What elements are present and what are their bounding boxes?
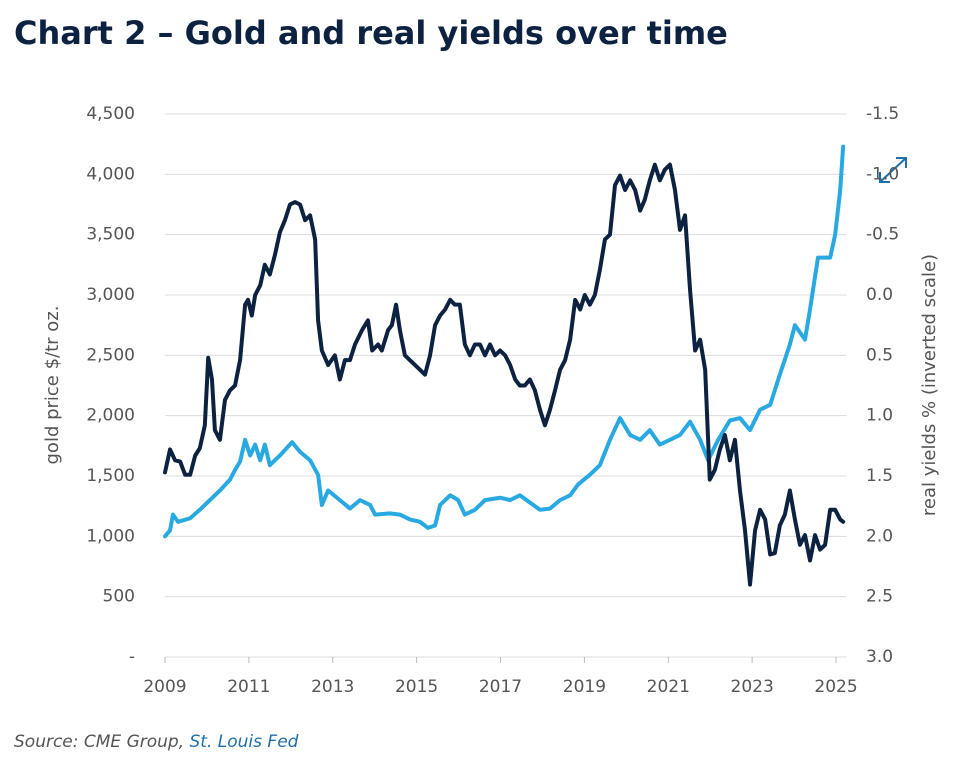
y-tick-label: 4,000 [86,164,135,184]
x-tick-label: 2023 [731,677,774,697]
x-tick-label: 2021 [647,677,690,697]
y2-tick-label: 3.0 [866,647,893,667]
y-tick-label: 1,000 [86,526,135,546]
y2-tick-label: 2.0 [866,526,893,546]
y2-tick-label: 0.5 [866,345,893,365]
y2-tick-label: 1.5 [866,466,893,486]
x-tick-label: 2017 [479,677,522,697]
x-tick-label: 2019 [563,677,606,697]
grid [165,113,847,658]
y2-tick-label: -0.5 [866,225,899,245]
x-tick-label: 2015 [395,677,438,697]
y-tick-label: - [129,647,135,667]
y-tick-label: 3,000 [86,285,135,305]
line-series [163,144,846,539]
y2-tick-label: -1.0 [866,164,899,184]
x-tick-label: 2009 [143,677,186,697]
y2-tick-label: 0.0 [866,285,893,305]
y2-tick-label: -1.5 [866,104,899,124]
y-tick-label: 3,500 [86,225,135,245]
source-link[interactable]: St. Louis Fed [190,732,299,752]
expand-icon-arrow [896,157,907,168]
y-tick-label: 2,000 [86,406,135,426]
y-tick-label: 2,500 [86,345,135,365]
expand-icon-arrow [879,172,890,183]
x-tick-label: 2011 [227,677,270,697]
y-tick-label: 500 [103,587,135,607]
y2-tick-label: 1.0 [866,406,893,426]
y-axis-title: gold price $/tr oz. [42,306,63,465]
y2-axis-title: real yields % (inverted scale) [919,254,940,516]
line-series [163,162,846,587]
x-tick-label: 2013 [311,677,354,697]
y-tick-label: 4,500 [86,104,135,124]
source: Source: CME Group, St. Louis Fed [14,732,299,752]
expand-icon[interactable] [879,157,907,183]
expand-icon-line [879,157,907,183]
source-text: Source: CME Group, [14,732,184,752]
y2-tick-label: 2.5 [866,587,893,607]
y-tick-label: 1,500 [86,466,135,486]
chart-title: Chart 2 – Gold and real yields over time [14,14,728,52]
x-tick-label: 2025 [814,677,857,697]
